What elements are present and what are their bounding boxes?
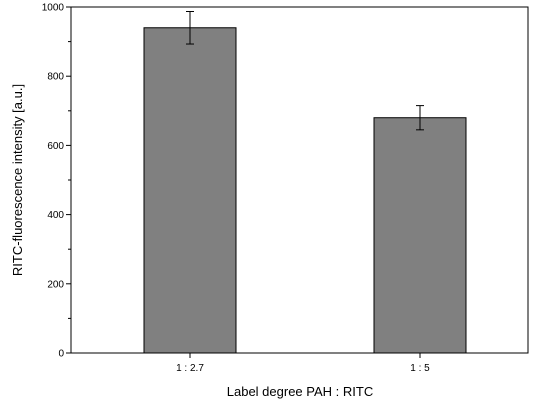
bar	[373, 117, 467, 354]
y-axis-label: RITC-fluorescence intensity [a.u.]	[10, 84, 25, 276]
y-tick-label: 1000	[42, 3, 65, 14]
bars-group	[143, 27, 467, 354]
y-tick-label: 800	[47, 72, 64, 83]
y-tick-label: 200	[47, 279, 64, 290]
error-bars-group	[186, 10, 424, 131]
x-axis-label: Label degree PAH : RITC	[227, 384, 373, 399]
x-tick-label: 1 : 2.7	[176, 363, 204, 374]
y-tick-label: 600	[47, 141, 64, 152]
y-tick-label: 400	[47, 210, 64, 221]
bar	[143, 27, 237, 354]
y-tick-label: 0	[58, 349, 64, 360]
x-tick-label: 1 : 5	[410, 363, 430, 374]
x-axis-ticks: 1 : 2.7 1 : 5	[176, 353, 430, 374]
y-axis-ticks: 0 200 400 600 800 1000	[42, 3, 71, 360]
